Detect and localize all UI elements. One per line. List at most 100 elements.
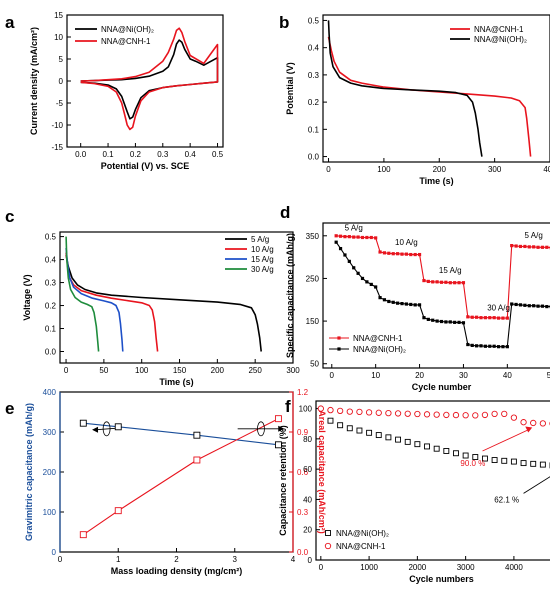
data-point <box>545 245 549 249</box>
data-point <box>481 411 489 419</box>
data-point <box>461 281 466 285</box>
data-point <box>366 429 373 436</box>
data-point <box>444 280 448 284</box>
y-tick-label: 0 <box>59 77 64 86</box>
data-point <box>422 278 426 283</box>
data-point <box>391 300 395 304</box>
data-point <box>491 457 498 464</box>
data-point <box>327 417 334 424</box>
data-point <box>193 431 201 439</box>
data-point <box>448 320 452 324</box>
data-point <box>532 245 536 249</box>
data-point <box>369 282 373 287</box>
data-point <box>114 423 122 431</box>
data-point <box>385 409 392 417</box>
y-tick-label: 150 <box>306 317 320 326</box>
y-tick-label: 40 <box>303 495 312 504</box>
x-tick-label: 1 <box>116 555 121 564</box>
data-point <box>448 281 452 285</box>
panel-letter-b: b <box>279 13 289 32</box>
y-tick-label: 0 <box>52 548 57 557</box>
data-point <box>334 240 338 244</box>
plot-frame <box>315 400 550 561</box>
data-point <box>470 343 474 347</box>
chart-panel-b: 0 100 200 300 400 0.0 0.1 0.2 0.3 0.4 0.5 Time (s) P… <box>279 13 550 186</box>
data-point <box>426 279 430 284</box>
x-tick-label: 100 <box>135 366 149 375</box>
data-point <box>510 244 514 248</box>
data-point <box>365 409 373 416</box>
panel-letter-d: d <box>280 203 290 222</box>
x-tick-label: 10 <box>371 371 380 380</box>
x-tick-label: 0 <box>319 563 324 572</box>
legend-marker <box>324 542 332 550</box>
y-tick-label: 0.3 <box>45 279 57 288</box>
data-point <box>514 244 518 248</box>
data-point <box>496 316 501 320</box>
data-point <box>417 303 422 307</box>
data-point <box>536 304 540 308</box>
rate-annotation: 30 A/g <box>487 303 510 312</box>
data-point <box>444 320 448 324</box>
data-point <box>414 441 421 448</box>
x-tick-label: 400 <box>543 165 550 174</box>
y-tick-label: 10 <box>54 33 63 42</box>
data-point <box>527 245 531 249</box>
data-point <box>523 244 527 249</box>
data-point <box>426 317 430 321</box>
data-point <box>431 318 435 322</box>
data-point <box>501 345 505 349</box>
data-point <box>334 234 338 238</box>
data-point <box>404 438 411 445</box>
data-point <box>360 276 365 281</box>
data-point <box>461 321 466 325</box>
y2-tick-label: 1.2 <box>297 388 309 397</box>
data-point <box>540 245 545 249</box>
data-point <box>479 344 483 348</box>
data-point <box>423 411 431 418</box>
x-tick-label: 0 <box>326 165 331 174</box>
data-point <box>352 266 356 270</box>
x-tick-label: 0.1 <box>102 150 114 159</box>
plot-frame <box>59 391 294 553</box>
y-tick-label: 100 <box>299 405 313 414</box>
y-tick-label: 0.1 <box>45 325 57 334</box>
y-tick-label: 0.5 <box>45 233 57 242</box>
data-point <box>510 458 517 465</box>
x-tick-label: 50 <box>99 366 108 375</box>
data-point <box>396 301 400 305</box>
x-axis-label: Mass loading density (mg/cm²) <box>111 566 243 576</box>
data-point <box>382 251 387 255</box>
data-point <box>356 427 363 434</box>
chart-panel-c: 0 50 100 150 200 250 300 0.0 0.1 0.2 0.3 0.4 0.5 Time… <box>5 207 300 387</box>
data-point <box>346 408 353 415</box>
y-tick-label: 0.0 <box>45 348 57 357</box>
y2-axis-label: Areal capacitance (mAh/cm²) <box>317 410 327 534</box>
data-point <box>396 252 400 256</box>
data-point <box>540 304 545 308</box>
x-tick-label: 50 <box>547 371 550 380</box>
data-point <box>79 419 87 427</box>
legend-label: NNA@Ni(OH)₂ <box>474 35 527 44</box>
data-point <box>360 235 365 240</box>
y-axis-label: Potential (V) <box>285 62 295 115</box>
legend-marker <box>337 336 341 340</box>
plot-frame <box>322 222 550 369</box>
data-point <box>492 316 496 320</box>
data-point <box>343 235 347 239</box>
legend-label: 10 A/g <box>251 245 274 254</box>
x-tick-label: 0.3 <box>157 150 169 159</box>
y-axis-label: Current density (mA/cm²) <box>29 27 39 135</box>
data-point <box>472 454 479 460</box>
x-tick-label: 0.0 <box>75 150 87 159</box>
data-point <box>518 303 523 307</box>
rate-annotation: 5 A/g <box>345 224 363 233</box>
x-tick-label: 2000 <box>408 563 426 572</box>
data-point <box>378 250 382 254</box>
annotation-label: 62.1 % <box>494 495 519 504</box>
data-point <box>114 507 122 515</box>
series-line-1 <box>327 20 483 157</box>
data-point <box>352 235 356 239</box>
data-point <box>488 316 492 320</box>
